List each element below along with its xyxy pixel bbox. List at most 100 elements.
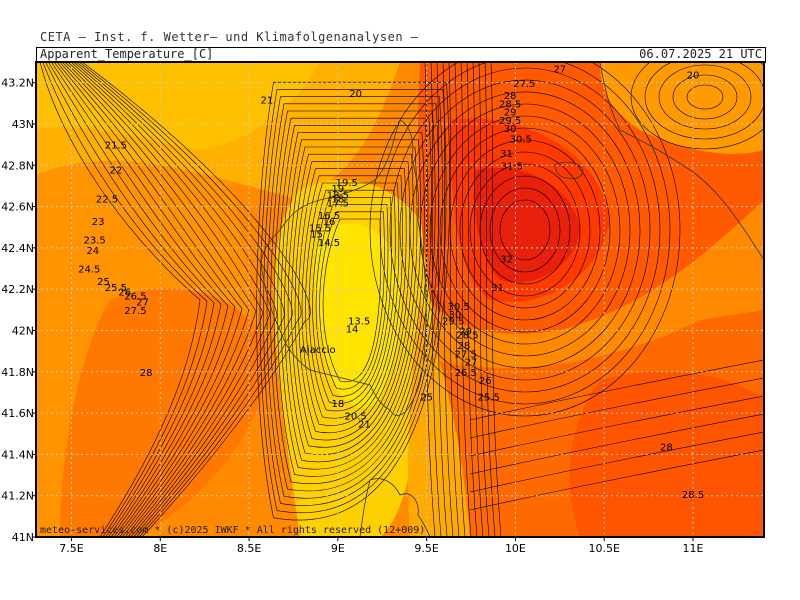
- contour-corsica: [270, 110, 436, 492]
- contour-corsica: [322, 218, 382, 383]
- y-tick-label: 42N: [12, 324, 34, 337]
- contour-hot-core: [489, 187, 561, 273]
- x-tick-label: 10.5E: [588, 542, 619, 555]
- contour-west: [56, 62, 243, 537]
- southwest-field: [60, 288, 270, 537]
- contour-corsica: [319, 211, 385, 390]
- contour-corsica: [298, 168, 407, 434]
- y-tick-label: 42.6N: [1, 201, 34, 214]
- x-tick-label: 10E: [505, 542, 526, 555]
- contour-west: [73, 62, 285, 537]
- contour-label: 31: [491, 283, 504, 294]
- contour-west: [45, 62, 215, 537]
- contour-label: 30.5: [510, 135, 532, 146]
- contour-label: 27: [553, 64, 566, 75]
- contour-label: 31.5: [501, 161, 523, 172]
- contour-label: 28: [140, 368, 153, 379]
- contour-northeast: [644, 62, 764, 140]
- contour-corsica: [284, 139, 421, 463]
- x-tick-label: 7.5E: [59, 542, 83, 555]
- contour-corsica: [259, 89, 447, 513]
- contour-corsica: [256, 81, 451, 521]
- contour-label: 14.5: [318, 238, 340, 249]
- contour-west: [50, 62, 229, 537]
- contour-label: 27: [465, 358, 478, 369]
- contour-corsica: [308, 189, 396, 412]
- contour-corsica: [280, 132, 425, 470]
- contour-hot-core: [369, 62, 681, 417]
- contour-east: [436, 62, 448, 537]
- contour-label: 19.5: [336, 178, 358, 189]
- place-label: Ajaccio: [300, 345, 336, 356]
- contour-corsica: [301, 175, 403, 426]
- copyright-footer: meteo-services.com * (c)2025 IWKF * All …: [40, 525, 426, 536]
- contour-corsica: [277, 125, 429, 477]
- x-tick-label: 9E: [331, 542, 345, 555]
- corsica-coastline: [260, 119, 427, 416]
- parameter-title: Apparent_Temperature_[C]: [40, 47, 214, 61]
- contour-label: 25.5: [105, 283, 127, 294]
- contour-west: [48, 62, 222, 537]
- corsica-core: [314, 223, 402, 408]
- contour-east: [460, 62, 472, 537]
- contour-label: 21: [260, 95, 273, 106]
- contour-label: 15: [310, 230, 323, 241]
- contour-west: [42, 62, 208, 537]
- y-tick-label: 43.2N: [1, 77, 34, 90]
- y-tick-label: 41.8N: [1, 366, 34, 379]
- contour-hot-core: [419, 103, 631, 357]
- contour-label: 27.5: [513, 79, 535, 90]
- contour-corsica: [291, 153, 414, 448]
- contour-label-layer: 202121.52222.52323.52424.52525.52626.527…: [78, 64, 704, 500]
- contour-label: 24: [86, 246, 99, 257]
- contour-label: 16: [323, 217, 336, 228]
- valid-time: 06.07.2025 21 UTC: [639, 47, 762, 61]
- contour-west: [81, 62, 311, 537]
- contour-label: 28.5: [456, 331, 478, 342]
- contour-hot-core: [499, 199, 551, 261]
- contour-label: 29.5: [442, 316, 464, 327]
- contour-northeast: [672, 74, 738, 120]
- contour-label: 29.5: [499, 116, 521, 127]
- contour-label: 28.5: [499, 99, 521, 110]
- contour-lines: [39, 62, 764, 537]
- y-tick-label: 41.4N: [1, 448, 34, 461]
- contour-label: 25: [97, 277, 110, 288]
- contour-label: 26.5: [124, 292, 146, 303]
- contour-southeast: [469, 413, 764, 475]
- contour-label: 20.5: [344, 411, 366, 422]
- y-tick-label: 42.4N: [1, 242, 34, 255]
- contour-label: 30: [449, 310, 462, 321]
- contour-hot-core: [429, 115, 621, 345]
- elba-coastline: [554, 161, 584, 179]
- contour-label: 13.5: [348, 316, 370, 327]
- contour-southeast: [469, 395, 764, 457]
- y-tick-label: 41.2N: [1, 490, 34, 503]
- contour-southeast: [469, 449, 764, 511]
- contour-label: 32: [500, 254, 513, 265]
- contour-northeast: [686, 84, 724, 110]
- contour-label: 31: [500, 149, 513, 160]
- map-frame: [35, 61, 765, 538]
- longitude-axis: 7.5E 8E 8.5E 9E 9.5E 10E 10.5E 11E: [59, 537, 703, 555]
- contour-hot-core: [449, 139, 601, 321]
- contour-label: 21: [358, 420, 371, 431]
- contour-label: 28.5: [682, 490, 704, 501]
- contour-label: 28: [504, 91, 517, 102]
- contour-west: [59, 62, 250, 537]
- contour-label: 23: [92, 217, 105, 228]
- contour-east: [478, 62, 490, 537]
- contour-west: [70, 62, 278, 537]
- contour-hot-core: [389, 67, 661, 393]
- contour-label: 21.5: [105, 141, 127, 152]
- contour-northeast: [658, 64, 752, 130]
- x-tick-label: 8E: [153, 542, 167, 555]
- sardinia-coastline: [359, 478, 431, 537]
- contour-label: 22.5: [96, 194, 118, 205]
- contour-east: [484, 62, 496, 537]
- y-tick-label: 43N: [12, 118, 34, 131]
- contour-hot-core: [469, 163, 581, 297]
- contour-label: 20: [349, 89, 362, 100]
- contour-east: [472, 62, 484, 537]
